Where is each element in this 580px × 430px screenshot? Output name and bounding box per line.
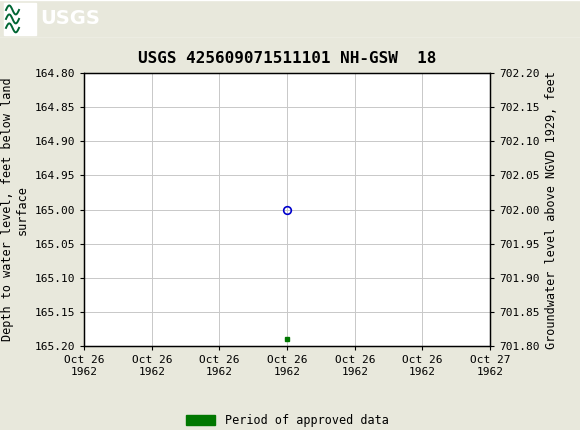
Legend: Period of approved data: Period of approved data — [181, 409, 393, 430]
Bar — [4, 3, 36, 35]
Text: USGS: USGS — [40, 9, 100, 28]
Y-axis label: Groundwater level above NGVD 1929, feet: Groundwater level above NGVD 1929, feet — [545, 71, 558, 349]
Y-axis label: Depth to water level, feet below land
surface: Depth to water level, feet below land su… — [1, 78, 29, 341]
Title: USGS 425609071511101 NH-GSW  18: USGS 425609071511101 NH-GSW 18 — [138, 51, 436, 66]
